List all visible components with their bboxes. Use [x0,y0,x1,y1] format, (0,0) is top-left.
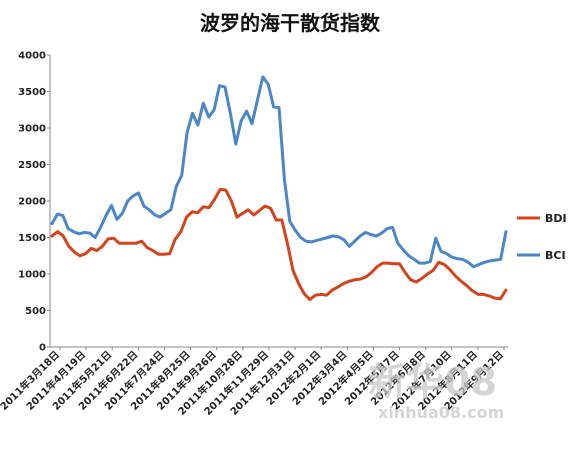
series-line-bdi [50,187,508,302]
series-line-bci [50,75,508,269]
y-tick-label: 1500 [18,233,46,244]
chart-title: 波罗的海干散货指数 [200,11,381,35]
y-tick-label: 0 [39,343,46,354]
y-tick-label: 3500 [18,87,46,98]
y-tick-label: 2000 [18,197,46,208]
series-lines [50,75,508,302]
legend-label-bci: BCI [545,249,566,262]
y-tick-label: 4000 [18,51,46,62]
watermark-main: 新华08 [368,360,497,404]
y-tick-label: 2500 [18,160,46,171]
y-tick-label: 3000 [18,124,46,135]
legend-label-bdi: BDI [545,212,567,225]
legend: BDI BCI [517,212,567,262]
y-tick-label: 1000 [18,270,46,281]
watermark-sub: xinhua08.com [378,403,504,422]
y-tick-label: 500 [25,306,46,317]
watermark: 新华08 xinhua08.com [368,360,504,422]
y-tick-labels: 0 500 1000 1500 2000 2500 3000 3500 4000 [18,51,50,354]
